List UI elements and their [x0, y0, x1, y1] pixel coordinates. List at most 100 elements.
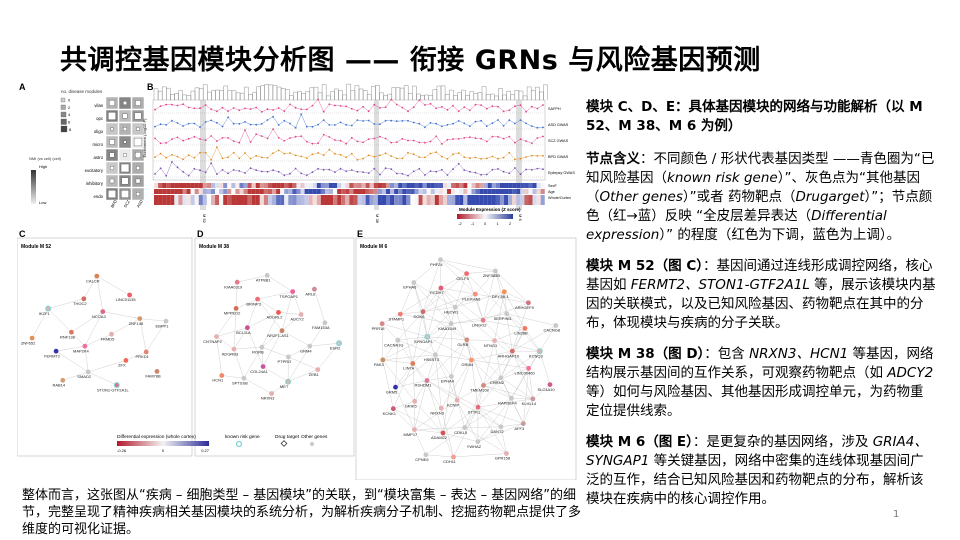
heat-cell	[516, 189, 521, 194]
heat-cell	[223, 183, 228, 188]
drug-target-icon	[280, 440, 288, 447]
network-edge	[382, 313, 401, 324]
heat-cell	[418, 195, 423, 205]
network-edge	[440, 259, 496, 272]
network-edge	[523, 368, 529, 424]
network-edge	[456, 359, 472, 401]
gene-node	[390, 406, 396, 412]
gene-node	[85, 369, 91, 375]
gene-label: CHRM2	[490, 380, 505, 385]
network-edge	[247, 299, 258, 328]
heat-cell	[333, 183, 338, 188]
gene-label: ZNF652	[21, 340, 36, 345]
legend-other-genes: Other genes	[301, 434, 328, 440]
network-edge	[397, 311, 424, 341]
network-edge	[477, 423, 524, 442]
network-legend: Differential expression (whole cortex) -…	[117, 434, 328, 453]
gene-node	[475, 404, 481, 410]
heat-cell	[329, 195, 334, 205]
heat-cell	[402, 183, 407, 188]
network-edge	[451, 313, 507, 324]
network-edge	[426, 380, 458, 401]
heat-cell	[219, 183, 224, 188]
heat-cell	[198, 189, 203, 194]
network-edge	[482, 270, 496, 321]
network-edge	[477, 407, 507, 454]
gene-node	[420, 309, 426, 315]
network-edge	[262, 366, 289, 382]
heat-cell	[524, 195, 529, 205]
panel-a-scale-high: High	[39, 164, 47, 169]
text-run: ：不同颜色 / 形状代表基因类型 ——青色圈为“已知风险基因（	[586, 151, 935, 186]
heat-cell	[475, 195, 480, 205]
network-edge	[412, 311, 424, 364]
heat-cell	[459, 195, 464, 205]
panel-b-heatmap	[154, 183, 545, 205]
heat-cell	[410, 189, 415, 194]
panel-a-cell-mark	[109, 152, 115, 158]
heat-cell	[394, 195, 399, 205]
heat-cell	[166, 195, 171, 205]
heat-cell	[398, 189, 403, 194]
legend-count: 6	[68, 120, 71, 125]
network-edge	[397, 336, 428, 341]
network-edge	[532, 384, 551, 400]
heat-cell	[471, 183, 476, 188]
gene-label: NR2F1-AS1	[267, 333, 289, 338]
network-edge	[427, 287, 442, 337]
heat-cell	[259, 189, 264, 194]
heat-cell	[532, 195, 537, 205]
panel-a-cell-mark	[108, 112, 116, 120]
heat-cell	[206, 189, 212, 194]
gene-node	[264, 273, 270, 278]
heat-cell	[251, 195, 256, 205]
network-edge	[414, 401, 444, 434]
network-edge	[426, 380, 444, 434]
heat-cell	[434, 183, 439, 188]
heat-cell	[357, 183, 362, 188]
heat-cell	[320, 195, 325, 205]
gene-node	[286, 354, 291, 360]
gene-label: ADCY2	[290, 317, 304, 322]
heat-cell	[369, 195, 374, 205]
network-edge	[466, 339, 484, 386]
legend-expr-label: Differential expression (whole cortex)	[117, 434, 196, 440]
network-edge	[257, 291, 293, 300]
heat-cell	[215, 195, 220, 205]
gene-label: YWHAZ	[467, 444, 482, 449]
heat-cell	[406, 183, 411, 188]
gene-label: BRINP3	[246, 301, 261, 306]
gene-label: RSHDM1	[415, 383, 433, 388]
term-known-risk: known risk gene	[667, 170, 778, 186]
panel-a-cell-mark	[133, 137, 143, 147]
heat-cell	[276, 189, 281, 194]
heat-cell	[223, 195, 228, 205]
network-edge	[261, 330, 283, 348]
heat-cell	[243, 189, 248, 194]
legend-drug-target: Drug target	[275, 434, 300, 440]
heat-cell	[418, 189, 423, 194]
network-edge	[482, 291, 505, 321]
heat-cell	[300, 183, 305, 188]
panel-a-cell-mark	[135, 178, 141, 184]
heat-cell	[495, 195, 500, 205]
panel-b-scale-title: Module Expression (Z score)	[459, 207, 521, 212]
panel-a-cell-mark	[109, 178, 115, 184]
heat-cell	[426, 189, 431, 194]
heat-cell	[341, 189, 346, 194]
network-edge	[504, 291, 526, 329]
genes-m6: GRIA4、SYNGAP1	[586, 434, 928, 469]
gene-label: ARHGEF9	[515, 305, 535, 310]
heat-cell	[284, 183, 289, 188]
heat-cell	[251, 189, 256, 194]
network-edge	[414, 380, 428, 402]
heat-cell	[292, 189, 297, 194]
network-edge	[451, 307, 456, 324]
heat-cell	[475, 183, 480, 188]
heat-cell	[447, 195, 452, 205]
panel-a-row-label: excitatory	[85, 168, 104, 173]
track-line	[154, 161, 544, 177]
heat-cell	[426, 195, 431, 205]
panel-a-cell-mark	[134, 112, 142, 120]
heat-cell	[381, 195, 387, 205]
